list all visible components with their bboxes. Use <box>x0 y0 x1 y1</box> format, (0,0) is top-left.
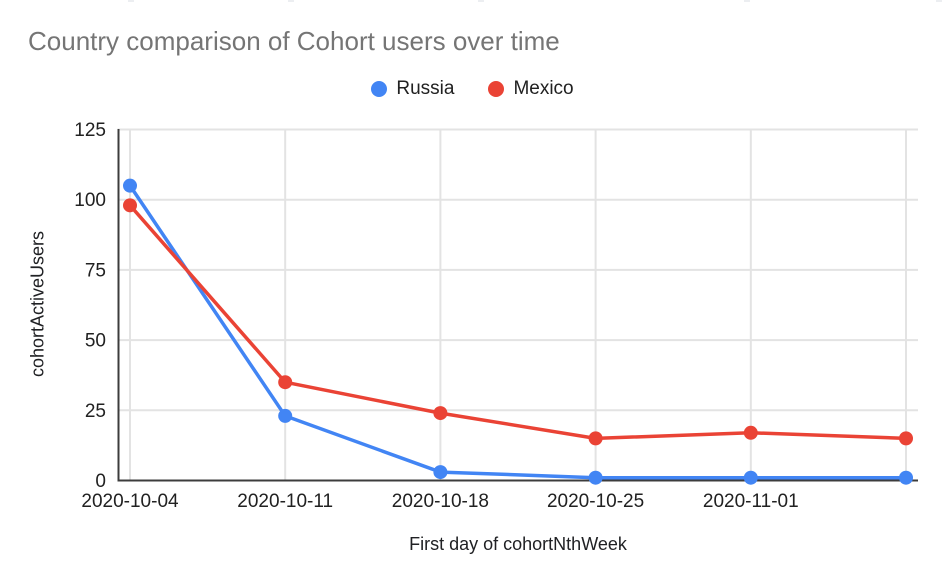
top-edge-artifact <box>128 0 134 2</box>
top-edge-artifact <box>744 0 750 2</box>
y-tick-label: 50 <box>85 331 106 352</box>
data-point-russia-4[interactable] <box>743 470 758 485</box>
legend-item-mexico[interactable]: Mexico <box>488 78 574 100</box>
x-axis-title: First day of cohortNthWeek <box>409 534 627 554</box>
y-tick-label: 25 <box>85 401 106 422</box>
chart-legend: Russia Mexico <box>0 77 945 101</box>
chart-title: Country comparison of Cohort users over … <box>28 26 560 56</box>
legend-item-russia[interactable]: Russia <box>371 78 454 100</box>
legend-dot-russia <box>371 81 388 97</box>
data-point-mexico-3[interactable] <box>588 431 603 446</box>
data-point-russia-1[interactable] <box>278 408 293 423</box>
x-tick-label: 2020-10-11 <box>237 491 333 512</box>
top-edge-artifact <box>478 0 484 2</box>
data-point-russia-2[interactable] <box>433 465 448 480</box>
data-point-mexico-2[interactable] <box>433 406 448 421</box>
data-point-mexico-0[interactable] <box>123 198 137 213</box>
x-tick-label: 2020-11-01 <box>703 491 799 512</box>
y-tick-label: 75 <box>85 260 106 281</box>
y-tick-label: 125 <box>74 120 106 141</box>
series-line-russia <box>128 183 908 480</box>
legend-label: Mexico <box>513 78 574 99</box>
top-edge-artifact <box>936 0 942 2</box>
legend-dot-mexico <box>488 81 505 97</box>
x-tick-label: 2020-10-25 <box>547 491 644 512</box>
top-edge-artifact <box>288 0 294 2</box>
x-tick-label: 2020-10-04 <box>81 491 179 512</box>
x-tick-label: 2020-10-18 <box>392 491 489 512</box>
data-point-mexico-1[interactable] <box>278 375 293 390</box>
data-point-mexico-4[interactable] <box>743 425 758 440</box>
legend-label: Russia <box>396 78 455 99</box>
data-point-russia-5[interactable] <box>899 470 913 485</box>
data-point-russia-3[interactable] <box>588 470 603 485</box>
y-tick-label: 100 <box>74 190 106 211</box>
y-tick-label: 0 <box>95 471 106 492</box>
data-point-russia-0[interactable] <box>123 178 137 193</box>
series-line-mexico <box>128 203 908 441</box>
data-point-mexico-5[interactable] <box>899 431 913 446</box>
